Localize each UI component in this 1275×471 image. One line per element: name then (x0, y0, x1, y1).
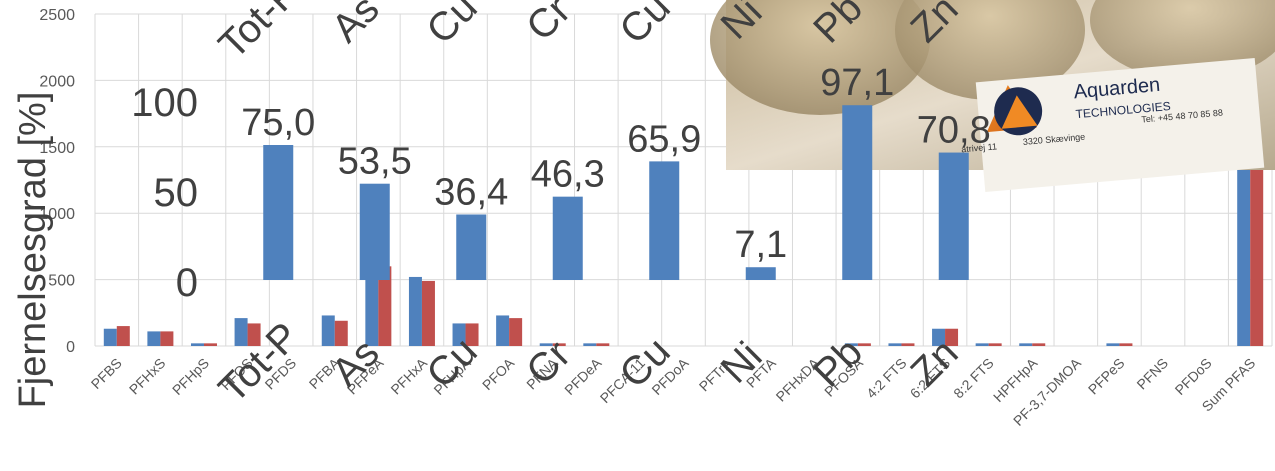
bar (901, 343, 915, 346)
data-label: 65,9 (627, 118, 701, 160)
bar (147, 331, 161, 346)
bar (649, 161, 680, 280)
bar (1032, 343, 1046, 346)
y-tick-label: 2500 (39, 7, 75, 24)
bar (844, 343, 858, 346)
x-tick-label: Pb (805, 330, 871, 396)
y-tick-label: 1500 (39, 140, 75, 157)
bar (465, 323, 479, 346)
y-tick-label: 50 (154, 171, 199, 215)
logo-street: atrivej 11 (961, 141, 998, 154)
x-tick-label: PFHxS (126, 355, 169, 398)
background-chart-y-axis: 0 500 1000 1500 2000 2500 (39, 7, 75, 356)
bar (539, 343, 553, 346)
y-tick-label: 0 (176, 261, 198, 305)
background-chart-grid (94, 13, 1273, 347)
data-label: 46,3 (531, 154, 605, 196)
y-tick-label: 1000 (39, 206, 75, 223)
bar (496, 315, 510, 346)
data-label: 7,1 (734, 224, 787, 266)
bar (263, 145, 294, 280)
data-label: 75,0 (241, 102, 315, 144)
bar (938, 152, 969, 280)
bar (321, 315, 335, 346)
top-category-label: As (323, 0, 387, 51)
bar (408, 276, 422, 346)
bar (116, 326, 130, 346)
bar (334, 320, 348, 346)
aquarden-logo: Aquarden TECHNOLOGIES atrivej 11 3320 Sk… (961, 74, 1223, 155)
top-category-label: Cr (518, 0, 579, 49)
bar (988, 343, 1002, 346)
top-category-label: Cu (611, 0, 678, 52)
data-label: 36,4 (434, 171, 508, 213)
bar (421, 280, 435, 346)
x-tick-label: PFPeS (1085, 355, 1128, 398)
bar (1019, 343, 1033, 346)
y-tick-label: 500 (48, 273, 75, 290)
data-label: 97,1 (820, 62, 894, 104)
bar (932, 328, 946, 346)
x-tick-label: PFHpS (169, 355, 212, 398)
bar (888, 343, 902, 346)
bar (1119, 343, 1133, 346)
bar (103, 328, 117, 346)
bar (583, 343, 597, 346)
top-category-label: Tot-P (210, 0, 307, 67)
bar (247, 323, 261, 346)
bar (842, 105, 873, 280)
bar (190, 343, 204, 346)
y-tick-label: 0 (66, 339, 75, 356)
bar (945, 328, 959, 346)
bar (552, 343, 566, 346)
bar (975, 343, 989, 346)
bar (160, 331, 174, 346)
x-tick-label: PFNS (1133, 355, 1171, 393)
bar (456, 214, 487, 280)
bar (596, 343, 610, 346)
bar (745, 267, 776, 280)
bar (359, 183, 390, 280)
bar (203, 343, 217, 346)
bar (509, 318, 523, 346)
x-tick-label: PFBS (88, 355, 125, 392)
bar (365, 268, 379, 346)
y-tick-label: 2000 (39, 73, 75, 90)
y-tick-label: 100 (131, 81, 198, 125)
data-label: 70,8 (917, 110, 991, 152)
bar (1106, 343, 1120, 346)
x-tick-label: PFDoS (1172, 355, 1215, 398)
bar (452, 323, 466, 346)
product-photo: Aquarden TECHNOLOGIES atrivej 11 3320 Sk… (710, 0, 1275, 192)
bar (378, 266, 392, 346)
y-axis-title: Fjernelsesgrad [%] (12, 92, 54, 409)
top-category-label: Cu (418, 0, 485, 52)
bar (234, 318, 248, 346)
bar (552, 196, 583, 280)
data-label: 53,5 (338, 141, 412, 183)
bar (857, 343, 871, 346)
